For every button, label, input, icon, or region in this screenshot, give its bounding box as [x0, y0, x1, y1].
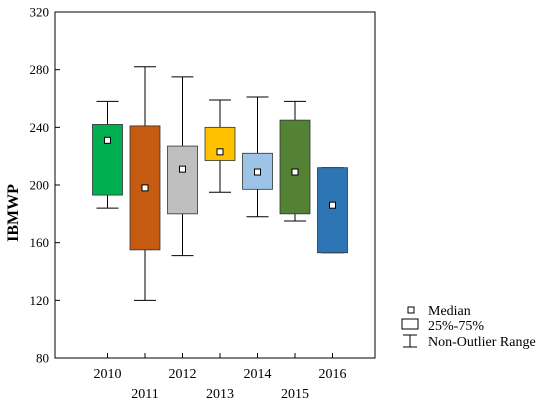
- iqr-box: [279, 119, 311, 215]
- box-2016: [317, 167, 348, 254]
- iqr-box: [92, 124, 123, 196]
- box-series: [92, 66, 348, 301]
- y-tick-label: 160: [30, 235, 50, 250]
- median-marker: [216, 148, 224, 156]
- y-axis: 80 120 160 200 240 280 320: [30, 5, 60, 366]
- legend-label-iqr: 25%-75%: [428, 319, 484, 334]
- iqr-box: [167, 145, 198, 215]
- x-tick-label: 2010: [94, 367, 122, 382]
- median-marker: [254, 168, 261, 176]
- iqr-box: [204, 126, 236, 161]
- x-tick-label: 2011: [131, 387, 158, 402]
- iqr-box: [317, 167, 348, 254]
- legend-label-median: Median: [428, 304, 471, 319]
- box-2012: [167, 76, 198, 257]
- median-marker: [141, 184, 149, 192]
- y-axis-title: IBMWP: [5, 184, 22, 242]
- box-2014: [242, 96, 273, 218]
- box-2010: [92, 100, 123, 209]
- y-tick-label: 120: [30, 293, 50, 308]
- x-tick-label: 2015: [281, 387, 309, 402]
- median-marker: [329, 201, 336, 209]
- y-tick-label: 320: [30, 5, 50, 20]
- legend-label-range: Non-Outlier Range: [428, 335, 536, 350]
- legend-median-icon: [407, 306, 415, 314]
- x-tick-label: 2016: [319, 367, 347, 382]
- y-tick-label: 80: [36, 351, 49, 366]
- median-marker: [104, 136, 111, 144]
- x-tick-label: 2013: [206, 387, 234, 402]
- x-tick-label: 2014: [244, 367, 272, 382]
- box-2015: [279, 100, 311, 222]
- y-tick-label: 200: [30, 178, 50, 193]
- y-tick-label: 240: [30, 120, 50, 135]
- x-axis: 2010 2011 2012 2013 2014 2015 2016: [94, 353, 347, 402]
- x-tick-label: 2012: [169, 367, 197, 382]
- box-2011: [129, 66, 161, 301]
- y-tick-label: 280: [30, 62, 50, 77]
- box-2013: [204, 99, 236, 193]
- legend-box-icon: [401, 318, 419, 330]
- median-marker: [291, 168, 299, 176]
- median-marker: [179, 165, 186, 173]
